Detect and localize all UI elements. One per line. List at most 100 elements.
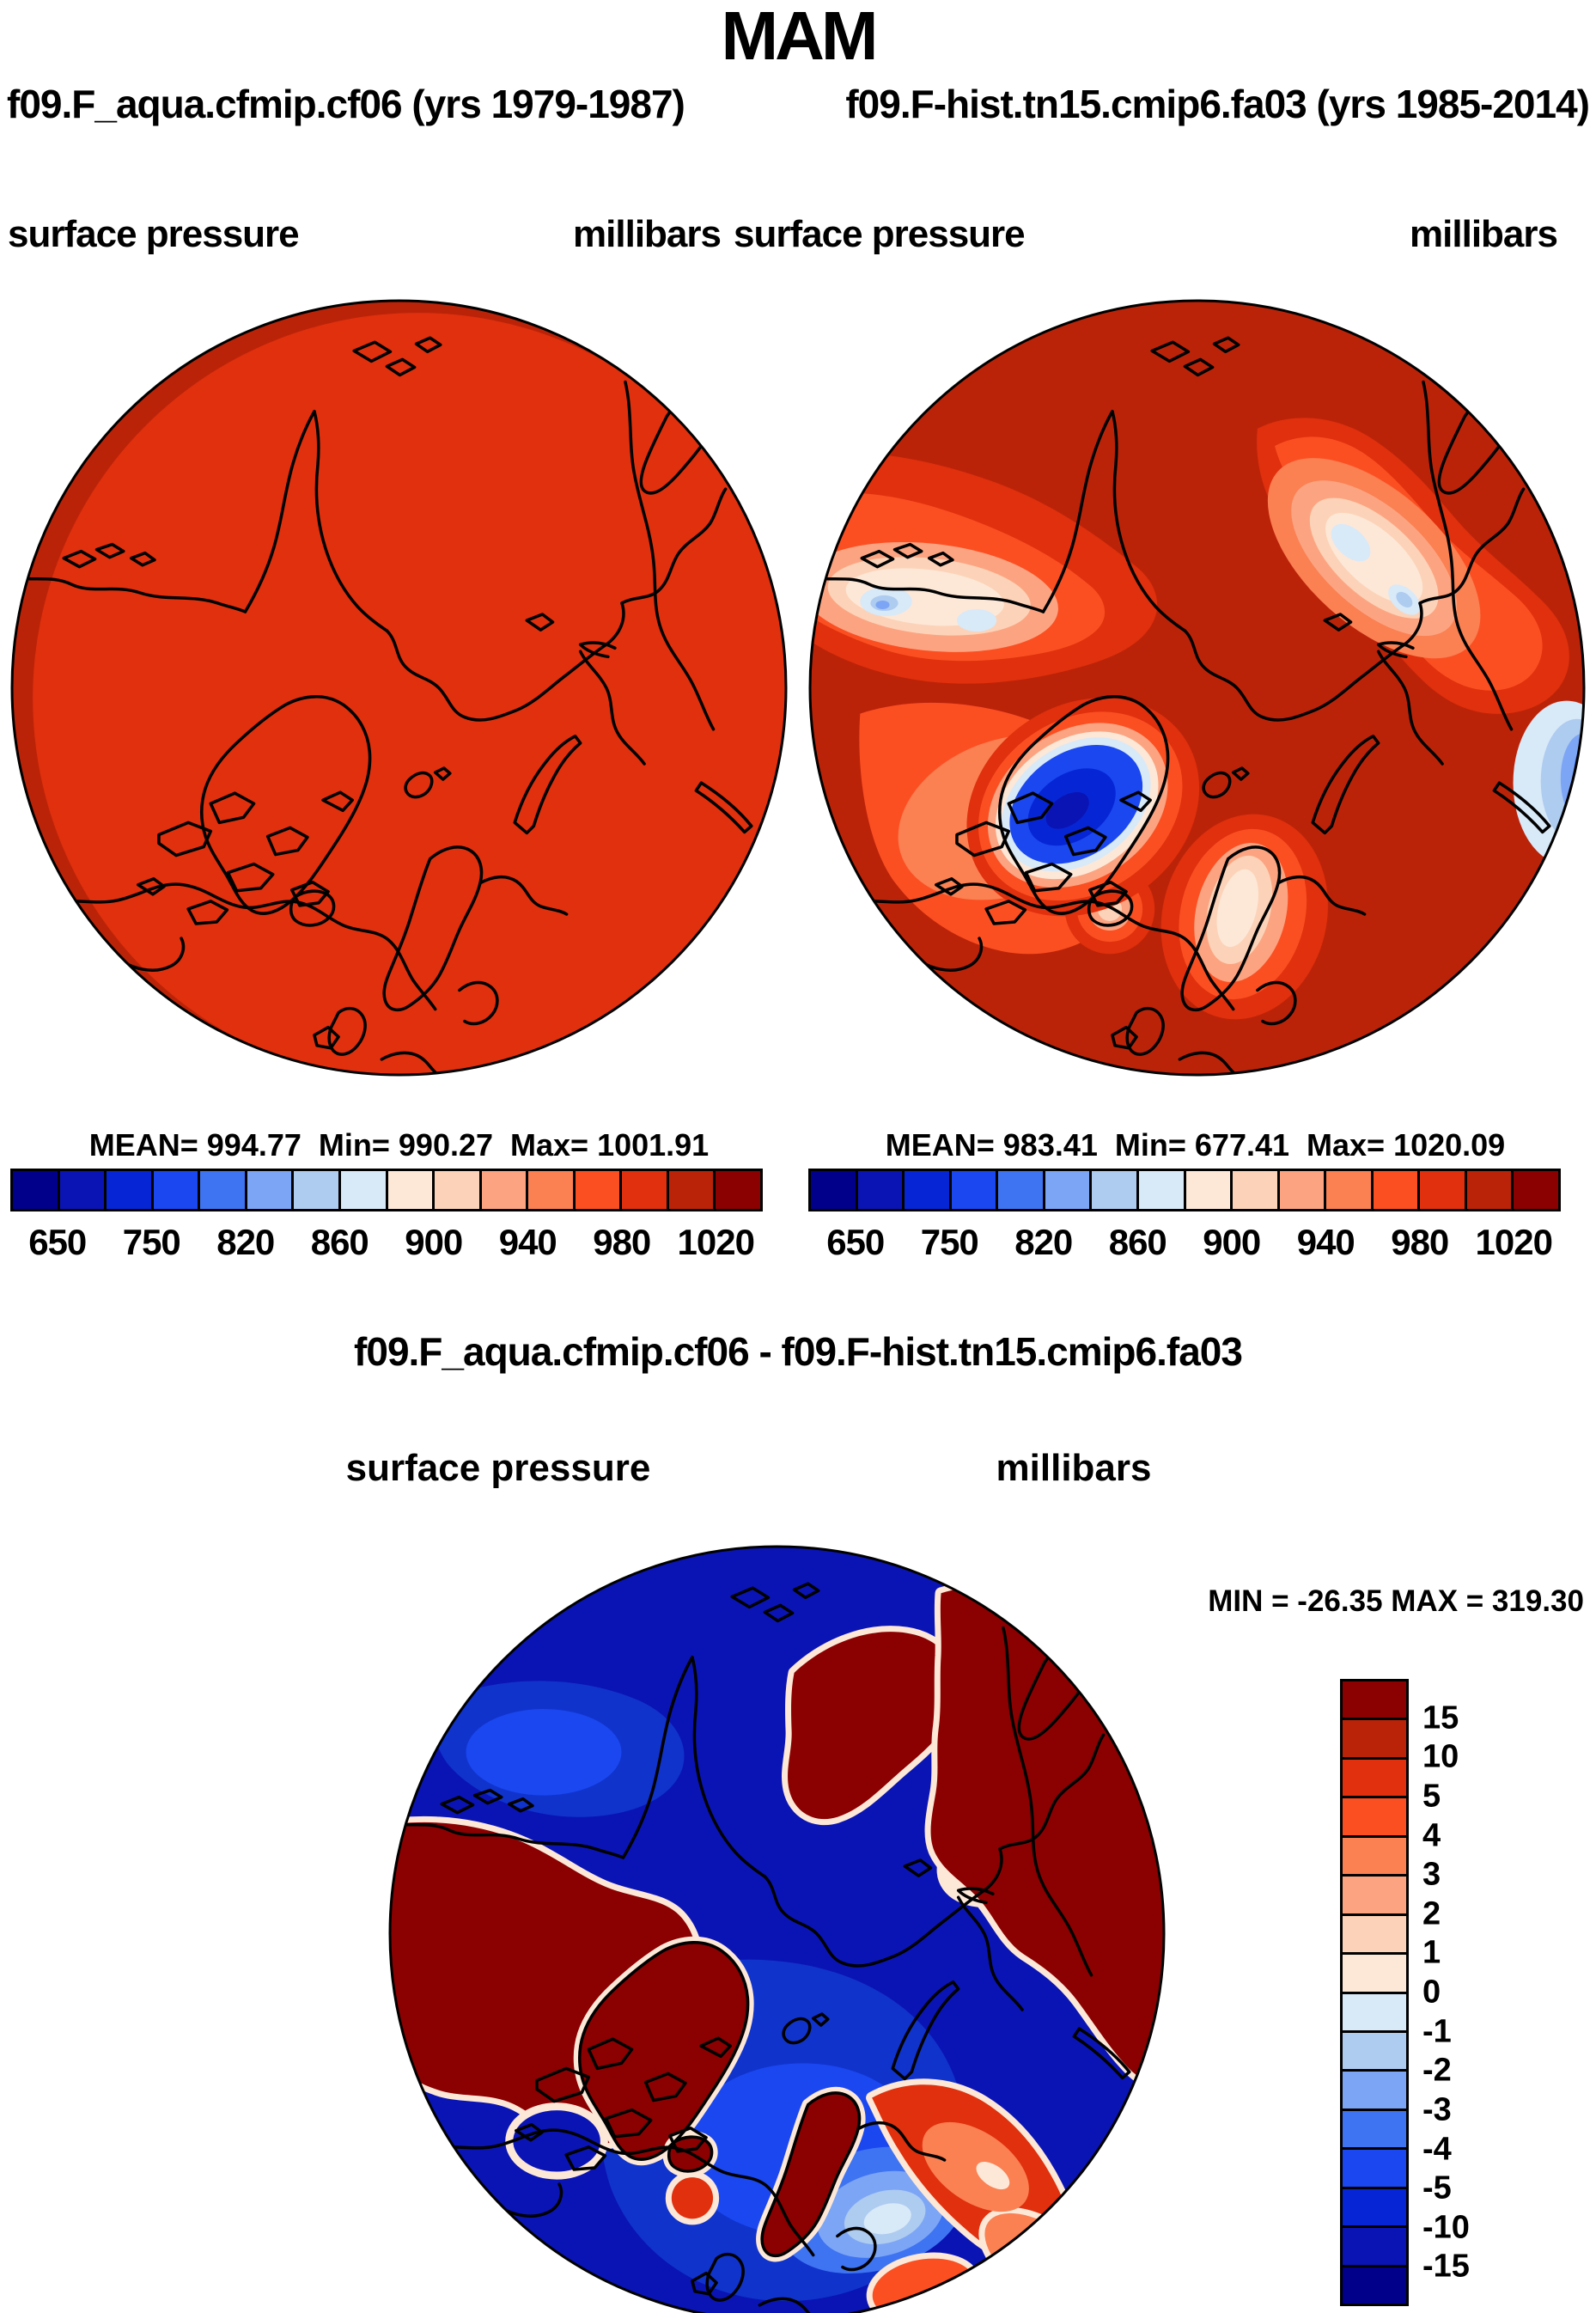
colorbar-cell (153, 1171, 201, 1209)
colorbar-tick-label: 4 (1422, 1817, 1441, 1853)
colorbar-tick-label: 860 (1108, 1222, 1167, 1262)
colorbar-tick-label: 0 (1422, 1974, 1441, 2011)
colorbar-tick-label: 940 (1296, 1222, 1355, 1262)
run-label-left: f09.F_aqua.cfmip.cf06 (yrs 1979-1987) (7, 82, 685, 126)
colorbar-right-cells (808, 1169, 1561, 1211)
colorbar-tick-label: 900 (405, 1222, 463, 1262)
page-title: MAM (721, 0, 878, 74)
colorbar-cell (1343, 1837, 1406, 1877)
colorbar-cell (59, 1171, 107, 1209)
field-label-left: surface pressure (8, 213, 300, 255)
colorbar-cell (1326, 1171, 1374, 1209)
colorbar-cell (1343, 2267, 1406, 2304)
colorbar-tick-label: 750 (920, 1222, 979, 1262)
colorbar-cell (1279, 1171, 1327, 1209)
colorbar-tick-label: 1020 (677, 1222, 755, 1262)
colorbar-tick-label: 5 (1422, 1778, 1441, 1815)
colorbar-tick-label: 15 (1422, 1700, 1459, 1736)
colorbar-right: 650 750 820 860 900 940 980 1020 (808, 1169, 1561, 1270)
colorbar-tick-label: 820 (1014, 1222, 1073, 1262)
colorbar-cell (1343, 2032, 1406, 2072)
colorbar-cell (1373, 1171, 1421, 1209)
colorbar-cell (1343, 1993, 1406, 2033)
colorbar-tick-label: 650 (28, 1222, 87, 1262)
colorbar-cell (998, 1171, 1045, 1209)
colorbar-cell (200, 1171, 247, 1209)
colorbar-cell (1343, 1759, 1406, 1799)
colorbar-tick-label: 1 (1422, 1934, 1441, 1971)
colorbar-tick-label: 940 (498, 1222, 557, 1262)
colorbar-tick-label: -3 (1422, 2091, 1452, 2128)
diff-units-label: millibars (996, 1447, 1152, 1489)
colorbar-cell (1343, 2150, 1406, 2189)
colorbar-tick-label: -10 (1422, 2209, 1470, 2246)
diff-colorbar-ticks: 15 10 5 4 3 2 1 0 -1 -2 -3 -4 -5 -10 -15 (1422, 1679, 1560, 2306)
colorbar-right-ticks: 650 750 820 860 900 940 980 1020 (808, 1222, 1561, 1265)
colorbar-cell (1185, 1171, 1234, 1209)
colorbar-left-cells (10, 1169, 763, 1211)
units-label-left: millibars (573, 213, 722, 255)
units-label-right: millibars (1410, 213, 1558, 255)
colorbar-cell (1420, 1171, 1467, 1209)
colorbar-tick-label: 980 (1391, 1222, 1449, 1262)
colorbar-tick-label: -4 (1422, 2131, 1452, 2167)
colorbar-cell (668, 1171, 716, 1209)
colorbar-cell (387, 1171, 436, 1209)
colorbar-cell (1045, 1171, 1093, 1209)
colorbar-tick-label: -1 (1422, 2013, 1452, 2050)
diff-field-label: surface pressure (345, 1447, 651, 1489)
colorbar-cell (247, 1171, 295, 1209)
colorbar-tick-label: 750 (122, 1222, 181, 1262)
colorbar-tick-label: 650 (826, 1222, 885, 1262)
diff-colorbar (1340, 1679, 1409, 2306)
colorbar-tick-label: -2 (1422, 2052, 1452, 2089)
diff-minmax-label: MIN = -26.35 MAX = 319.30 (1208, 1584, 1584, 1618)
colorbar-tick-label: 1020 (1475, 1222, 1553, 1262)
colorbar-cell (1233, 1171, 1280, 1209)
pressure-map-left (10, 299, 788, 1077)
colorbar-cell (1466, 1171, 1514, 1209)
colorbar-tick-label: 3 (1422, 1856, 1441, 1893)
colorbar-tick-label: -5 (1422, 2170, 1452, 2206)
colorbar-cell (107, 1171, 154, 1209)
colorbar-cell (1343, 1915, 1406, 1956)
colorbar-cell (622, 1171, 669, 1209)
colorbar-tick-label: 900 (1203, 1222, 1261, 1262)
stats-right: MEAN= 983.41 Min= 677.41 Max= 1020.09 (885, 1127, 1506, 1163)
colorbar-cell (857, 1171, 905, 1209)
colorbar-cell (481, 1171, 529, 1209)
colorbar-cell (340, 1171, 388, 1209)
colorbar-tick-label: 980 (593, 1222, 651, 1262)
diff-colorbar-cells (1340, 1679, 1409, 2306)
colorbar-cell (1343, 2228, 1406, 2267)
colorbar-cell (13, 1171, 60, 1209)
colorbar-cell (1343, 1720, 1406, 1760)
colorbar-cell (811, 1171, 858, 1209)
colorbar-cell (575, 1171, 623, 1209)
colorbar-cell (1343, 2110, 1406, 2151)
colorbar-cell (1343, 1955, 1406, 1994)
colorbar-cell (1343, 2072, 1406, 2111)
colorbar-tick-label: 10 (1422, 1738, 1459, 1775)
colorbar-cell (528, 1171, 576, 1209)
colorbar-tick-label: 820 (216, 1222, 275, 1262)
colorbar-cell (294, 1171, 341, 1209)
colorbar-cell (1343, 1681, 1406, 1721)
colorbar-left: 650 750 820 860 900 940 980 1020 (10, 1169, 763, 1270)
colorbar-cell (716, 1171, 760, 1209)
colorbar-cell (1092, 1171, 1139, 1209)
colorbar-cell (435, 1171, 482, 1209)
colorbar-cell (1343, 1798, 1406, 1838)
colorbar-tick-label: 2 (1422, 1895, 1441, 1932)
colorbar-cell (1138, 1171, 1186, 1209)
colorbar-cell (1343, 1877, 1406, 1916)
pressure-map-right (808, 299, 1586, 1077)
field-label-right: surface pressure (734, 213, 1026, 255)
colorbar-cell (1343, 2188, 1406, 2229)
colorbar-left-ticks: 650 750 820 860 900 940 980 1020 (10, 1222, 763, 1265)
stats-left: MEAN= 994.77 Min= 990.27 Max= 1001.91 (88, 1127, 710, 1163)
colorbar-tick-label: 860 (310, 1222, 369, 1262)
diff-title: f09.F_aqua.cfmip.cf06 - f09.F-hist.tn15.… (354, 1329, 1243, 1374)
colorbar-cell (1514, 1171, 1558, 1209)
